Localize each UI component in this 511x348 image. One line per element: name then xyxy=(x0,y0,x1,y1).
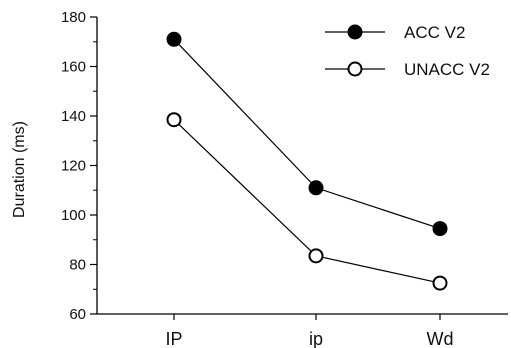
y-tick-label-60: 60 xyxy=(69,306,86,323)
legend-label-unacc-v2: UNACC V2 xyxy=(404,60,490,79)
y-tick-label-100: 100 xyxy=(61,207,86,224)
point-acc-v2-IP xyxy=(166,31,182,47)
y-tick-label-80: 80 xyxy=(69,257,86,274)
y-axis-ticks: 60 80 100 120 140 160 180 xyxy=(61,9,97,323)
series-line-unacc-v2 xyxy=(173,119,441,284)
point-acc-v2-ip xyxy=(308,180,324,196)
series-line-acc-v2 xyxy=(173,38,441,230)
x-tick-label-Wd: Wd xyxy=(427,329,454,348)
point-unacc-v2-Wd xyxy=(432,275,448,291)
y-tick-label-140: 140 xyxy=(61,108,86,125)
y-tick-label-120: 120 xyxy=(61,158,86,175)
legend-label-acc-v2: ACC V2 xyxy=(404,23,465,42)
series-group xyxy=(166,31,448,291)
legend-marker-unacc-v2 xyxy=(347,61,363,77)
point-unacc-v2-IP xyxy=(166,112,182,128)
legend: ACC V2 UNACC V2 xyxy=(325,23,490,79)
x-tick-label-ip: ip xyxy=(309,329,323,348)
x-tick-label-IP: IP xyxy=(165,329,182,348)
point-acc-v2-Wd xyxy=(432,221,448,237)
legend-marker-acc-v2 xyxy=(347,24,363,40)
y-tick-label-160: 160 xyxy=(61,59,86,76)
y-tick-label-180: 180 xyxy=(61,9,86,26)
point-unacc-v2-ip xyxy=(308,248,324,264)
y-axis-title: Duration (ms) xyxy=(11,121,28,218)
x-axis-labels: IP ip Wd xyxy=(165,314,454,348)
